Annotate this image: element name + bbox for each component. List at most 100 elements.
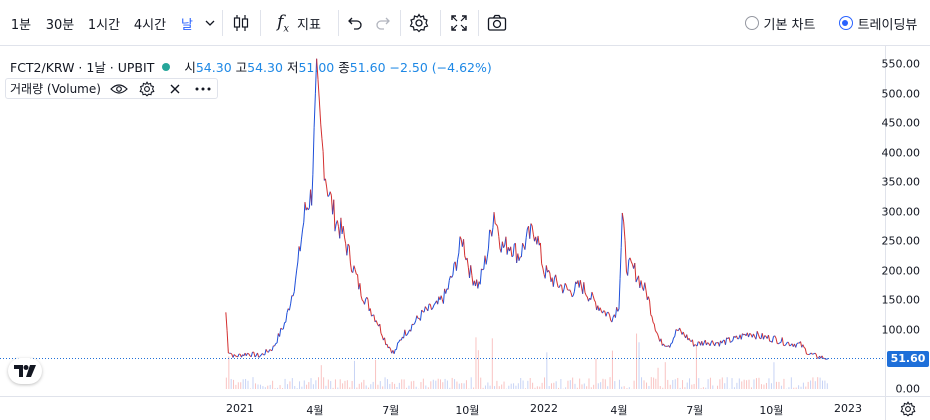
- interval-dropdown-button[interactable]: [200, 8, 220, 38]
- price-segment: [373, 314, 376, 322]
- volume-bar: [284, 378, 286, 389]
- price-segment: [258, 355, 261, 358]
- volume-bar: [826, 383, 828, 389]
- fullscreen-button[interactable]: [444, 8, 474, 38]
- price-segment: [562, 289, 565, 294]
- price-segment: [364, 298, 367, 305]
- price-segment: [549, 272, 552, 282]
- volume-bar: [686, 382, 688, 389]
- price-segment: [726, 337, 729, 340]
- price-segment: [569, 289, 572, 293]
- price-segment: [730, 341, 732, 343]
- interval-30m-button[interactable]: 30분: [40, 8, 80, 38]
- price-segment: [696, 341, 699, 347]
- price-segment: [375, 320, 378, 325]
- price-segment: [371, 314, 373, 317]
- price-segment: [591, 291, 594, 297]
- price-segment: [279, 328, 282, 337]
- chevron-down-icon: [205, 20, 215, 26]
- tradingview-logo[interactable]: [8, 358, 42, 384]
- price-segment: [520, 243, 524, 257]
- volume-bar: [344, 380, 346, 389]
- volume-bar: [653, 377, 655, 389]
- chart-type-button[interactable]: [226, 8, 256, 38]
- visibility-button[interactable]: [109, 81, 129, 97]
- volume-bar: [463, 383, 465, 389]
- undo-button[interactable]: [342, 8, 368, 38]
- price-segment: [735, 335, 739, 340]
- price-tick-label: 250.00: [881, 234, 921, 248]
- symbol-legend: FCT2/KRW · 1날 · UPBIT 시54.30 고54.30 저51.…: [10, 57, 492, 76]
- price-segment: [541, 263, 544, 268]
- volume-bar: [602, 378, 604, 389]
- price-segment: [307, 207, 310, 211]
- more-options-button[interactable]: [193, 81, 213, 97]
- volume-bar: [432, 379, 434, 389]
- interval-1m-button[interactable]: 1분: [4, 8, 38, 38]
- volume-bar: [264, 387, 266, 389]
- more-icon: [195, 87, 211, 90]
- price-segment: [544, 265, 547, 279]
- price-segment: [448, 275, 451, 281]
- redo-icon: [376, 17, 390, 30]
- volume-bar: [449, 387, 451, 389]
- price-segment: [650, 314, 653, 317]
- price-segment: [522, 243, 525, 247]
- volume-bar: [501, 384, 503, 389]
- price-segment: [333, 199, 336, 232]
- volume-bar: [758, 377, 760, 389]
- price-chart[interactable]: [0, 46, 885, 396]
- interval-1h-button[interactable]: 1시간: [82, 8, 126, 38]
- interval-label: 30분: [45, 17, 75, 33]
- settings-button[interactable]: [404, 8, 434, 38]
- price-segment: [592, 295, 595, 301]
- volume-bar: [719, 379, 721, 389]
- volume-bar: [669, 384, 671, 389]
- volume-bar: [800, 386, 802, 389]
- screenshot-button[interactable]: [482, 8, 512, 38]
- price-segment: [294, 270, 298, 281]
- price-segment: [466, 257, 469, 268]
- volume-bar: [342, 383, 344, 389]
- price-segment: [489, 229, 491, 232]
- volume-bar: [370, 384, 372, 389]
- price-segment: [470, 265, 473, 276]
- price-segment: [784, 344, 787, 347]
- basic-chart-radio[interactable]: 기본 차트: [740, 8, 820, 38]
- volume-bar: [597, 383, 599, 389]
- volume-bar: [475, 337, 477, 389]
- price-segment: [556, 281, 559, 288]
- volume-bar: [677, 377, 679, 389]
- chart-settings-button[interactable]: [885, 396, 930, 420]
- indicators-button[interactable]: fx 지표: [266, 8, 332, 38]
- volume-bar: [410, 381, 412, 389]
- price-segment: [743, 333, 746, 336]
- price-segment: [423, 306, 426, 313]
- volume-bar: [738, 378, 740, 389]
- volume-bar: [252, 377, 254, 389]
- price-axis[interactable]: 550.00 500.00 450.00 400.00 350.00 300.00 250.…: [881, 46, 930, 396]
- indicator-settings-button[interactable]: [137, 80, 157, 97]
- price-segment: [757, 334, 761, 339]
- volume-bar: [249, 388, 251, 389]
- volume-bar: [508, 385, 510, 389]
- time-tick-label: 2023: [834, 402, 862, 415]
- redo-button[interactable]: [370, 8, 396, 38]
- volume-bar: [702, 387, 704, 389]
- volume-legend[interactable]: 거래량 (Volume): [5, 78, 218, 99]
- price-segment: [410, 324, 413, 332]
- remove-indicator-button[interactable]: [165, 81, 185, 97]
- price-segment: [645, 290, 648, 300]
- tradingview-radio[interactable]: 트레이딩뷰: [832, 8, 924, 38]
- volume-bar: [465, 380, 467, 389]
- time-tick-label: 7월: [382, 404, 400, 417]
- volume-bar: [257, 384, 259, 389]
- interval-day-button[interactable]: 날: [174, 8, 200, 38]
- volume-bar: [235, 384, 237, 389]
- volume-bar: [272, 380, 274, 389]
- time-tick-label: 4월: [306, 404, 324, 417]
- time-axis[interactable]: 2021 4월 7월 10월 2022 4월 7월 10월 2023: [0, 396, 885, 420]
- volume-bar: [520, 378, 522, 389]
- interval-4h-button[interactable]: 4시간: [128, 8, 172, 38]
- volume-bar: [517, 383, 519, 389]
